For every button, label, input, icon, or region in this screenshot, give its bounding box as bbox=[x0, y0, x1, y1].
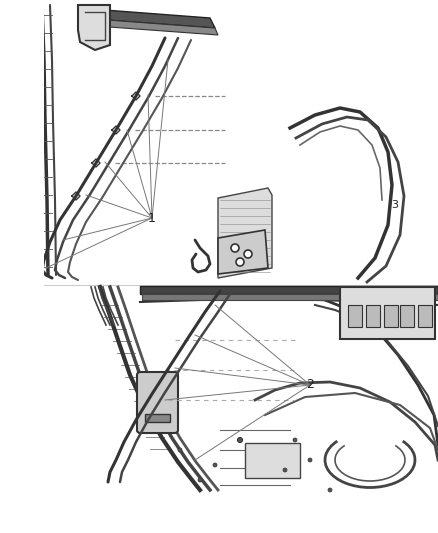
Circle shape bbox=[237, 438, 243, 442]
Polygon shape bbox=[78, 8, 215, 28]
Text: 2: 2 bbox=[306, 378, 314, 392]
Circle shape bbox=[231, 244, 239, 252]
Circle shape bbox=[236, 258, 244, 266]
Circle shape bbox=[278, 453, 283, 457]
Circle shape bbox=[328, 488, 332, 492]
Bar bbox=[400, 305, 414, 327]
Circle shape bbox=[283, 468, 287, 472]
Bar bbox=[245, 443, 300, 478]
Bar bbox=[366, 305, 380, 327]
Bar bbox=[145, 414, 170, 422]
Polygon shape bbox=[218, 188, 272, 278]
Circle shape bbox=[198, 478, 202, 482]
Bar bbox=[340, 287, 435, 339]
Polygon shape bbox=[142, 294, 438, 300]
FancyBboxPatch shape bbox=[137, 372, 178, 433]
Polygon shape bbox=[80, 18, 218, 35]
Bar bbox=[6, 75, 36, 95]
Text: 3: 3 bbox=[392, 200, 399, 210]
Circle shape bbox=[173, 408, 177, 412]
Bar bbox=[6, 195, 36, 215]
Circle shape bbox=[247, 472, 252, 478]
Bar bbox=[384, 305, 398, 327]
Circle shape bbox=[308, 458, 312, 462]
Bar bbox=[6, 115, 36, 135]
Circle shape bbox=[293, 438, 297, 442]
Circle shape bbox=[258, 457, 262, 463]
Circle shape bbox=[178, 448, 182, 452]
Circle shape bbox=[244, 250, 252, 258]
Bar bbox=[0, 0, 44, 533]
Bar bbox=[348, 305, 362, 327]
Bar bbox=[6, 155, 36, 175]
Polygon shape bbox=[140, 286, 438, 294]
Circle shape bbox=[213, 463, 217, 467]
Bar bbox=[418, 305, 432, 327]
Polygon shape bbox=[218, 230, 268, 274]
Text: 1: 1 bbox=[148, 212, 156, 224]
Polygon shape bbox=[78, 5, 110, 50]
